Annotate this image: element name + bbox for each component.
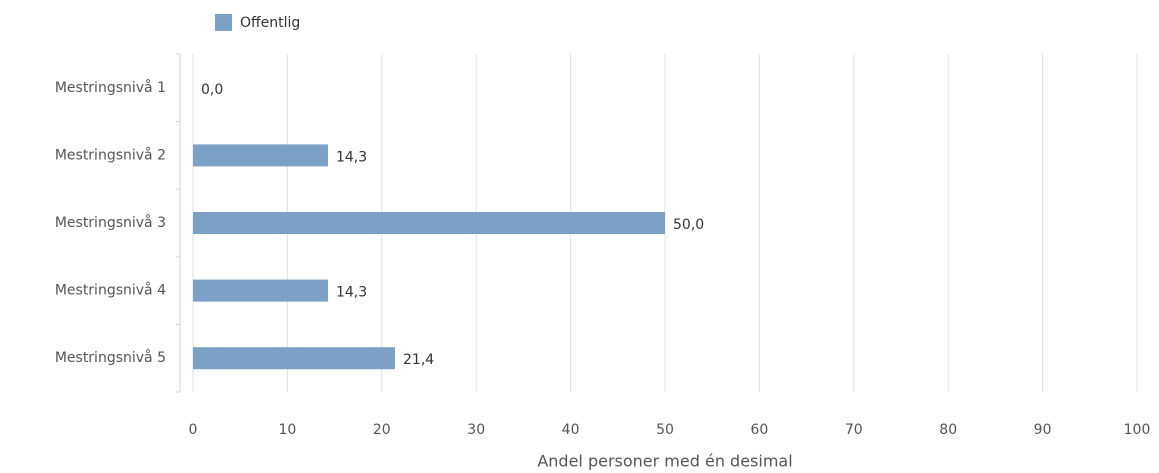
value-label: 14,3 — [336, 285, 367, 301]
legend-label: Offentlig — [240, 15, 300, 31]
x-tick-label: 80 — [939, 422, 957, 438]
y-tick-label: Mestringsnivå 1 — [55, 79, 166, 96]
bar — [193, 279, 328, 302]
x-tick-label: 10 — [278, 422, 296, 438]
bar — [193, 144, 328, 167]
y-tick-label: Mestringsnivå 3 — [55, 214, 166, 231]
value-label: 50,0 — [673, 217, 704, 233]
value-label: 14,3 — [336, 149, 367, 165]
y-tick-label: Mestringsnivå 2 — [55, 146, 166, 163]
x-tick-label: 100 — [1124, 422, 1151, 438]
bar — [193, 347, 396, 370]
bar — [193, 212, 665, 234]
value-label: 21,4 — [403, 352, 434, 368]
legend-swatch — [215, 14, 232, 31]
y-tick-label: Mestringsnivå 5 — [55, 349, 166, 366]
x-axis-title: Andel personer med én desimal — [537, 452, 792, 471]
x-tick-label: 40 — [562, 422, 580, 438]
x-tick-label: 60 — [750, 422, 768, 438]
y-tick-label: Mestringsnivå 4 — [55, 282, 166, 299]
x-tick-label: 30 — [467, 422, 485, 438]
x-tick-label: 20 — [373, 422, 391, 438]
value-label: 0,0 — [201, 82, 223, 98]
x-tick-label: 90 — [1034, 422, 1052, 438]
x-tick-label: 70 — [845, 422, 863, 438]
x-tick-label: 0 — [189, 422, 198, 438]
x-tick-label: 50 — [656, 422, 674, 438]
